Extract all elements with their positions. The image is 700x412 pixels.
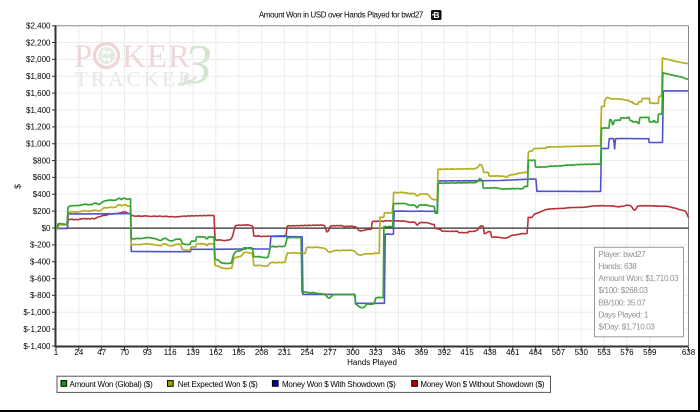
svg-text:♣♠: ♣♠ — [102, 48, 112, 57]
svg-text:$-1,200: $-1,200 — [23, 325, 51, 334]
svg-text:638: 638 — [682, 348, 696, 357]
svg-text:$2,400: $2,400 — [26, 22, 51, 31]
svg-text:KER: KER — [122, 39, 191, 75]
svg-text:BB/100: 35.07: BB/100: 35.07 — [599, 298, 647, 307]
svg-text:576: 576 — [620, 348, 634, 357]
svg-text:185: 185 — [232, 348, 246, 357]
svg-text:$1,600: $1,600 — [26, 89, 51, 98]
svg-text:$/Day: $1,710.03: $/Day: $1,710.03 — [599, 323, 656, 332]
svg-text:93: 93 — [143, 348, 152, 357]
svg-text:$2,000: $2,000 — [26, 55, 51, 64]
svg-text:Amount Won: $1,710.03: Amount Won: $1,710.03 — [599, 274, 680, 283]
svg-text:553: 553 — [597, 348, 611, 357]
svg-text:530: 530 — [575, 348, 589, 357]
svg-text:$-800: $-800 — [30, 291, 51, 300]
svg-text:392: 392 — [438, 348, 452, 357]
svg-text:Hands Played: Hands Played — [347, 358, 397, 367]
svg-text:1: 1 — [54, 348, 59, 357]
svg-text:Days Played: 1: Days Played: 1 — [599, 311, 649, 320]
svg-text:208: 208 — [255, 348, 269, 357]
svg-text:$1,000: $1,000 — [26, 140, 51, 149]
svg-text:Money Won $ Without Showdown (: Money Won $ Without Showdown ($) — [420, 380, 545, 389]
svg-text:139: 139 — [186, 348, 200, 357]
svg-text:507: 507 — [552, 348, 566, 357]
svg-text:369: 369 — [415, 348, 429, 357]
svg-text:461: 461 — [506, 348, 520, 357]
svg-text:47: 47 — [97, 348, 106, 357]
svg-text:Net Expected Won $ ($): Net Expected Won $ ($) — [178, 380, 258, 389]
svg-text:323: 323 — [369, 348, 383, 357]
svg-text:300: 300 — [346, 348, 360, 357]
svg-text:$200: $200 — [33, 207, 51, 216]
svg-text:346: 346 — [392, 348, 406, 357]
svg-text:Player: bwd27: Player: bwd27 — [599, 250, 647, 259]
svg-text:Money Won $ With Showdown ($): Money Won $ With Showdown ($) — [282, 380, 396, 389]
svg-text:Hands: 638: Hands: 638 — [599, 262, 638, 271]
svg-text:415: 415 — [460, 348, 474, 357]
svg-text:$-1,400: $-1,400 — [23, 342, 51, 351]
svg-text:3: 3 — [183, 34, 212, 96]
svg-text:♥♦: ♥♦ — [102, 55, 111, 64]
svg-text:Amount Won (Global) ($): Amount Won (Global) ($) — [70, 380, 154, 389]
svg-text:484: 484 — [529, 348, 543, 357]
svg-text:70: 70 — [120, 348, 129, 357]
svg-text:438: 438 — [483, 348, 497, 357]
svg-text:$-600: $-600 — [30, 274, 51, 283]
svg-text:$1,800: $1,800 — [26, 72, 51, 81]
svg-text:B: B — [433, 10, 439, 20]
svg-text:$1,200: $1,200 — [26, 123, 51, 132]
svg-text:P: P — [74, 39, 93, 75]
svg-text:24: 24 — [74, 348, 83, 357]
svg-text:$2,200: $2,200 — [26, 38, 51, 47]
svg-text:$-200: $-200 — [30, 241, 51, 250]
svg-text:$-400: $-400 — [30, 258, 51, 267]
svg-text:Amount Won in USD over Hands P: Amount Won in USD over Hands Played for … — [259, 11, 424, 20]
svg-text:$1,400: $1,400 — [26, 106, 51, 115]
svg-text:$/100: $268.03: $/100: $268.03 — [599, 286, 649, 295]
svg-text:$0: $0 — [42, 224, 51, 233]
svg-text:$: $ — [12, 184, 22, 189]
svg-text:116: 116 — [164, 348, 177, 357]
svg-text:254: 254 — [301, 348, 315, 357]
svg-text:599: 599 — [643, 348, 657, 357]
svg-text:$600: $600 — [33, 173, 51, 182]
svg-text:277: 277 — [323, 348, 337, 357]
svg-text:$-1,000: $-1,000 — [23, 308, 51, 317]
svg-text:$800: $800 — [33, 156, 51, 165]
svg-text:$400: $400 — [33, 190, 51, 199]
svg-text:TRACKER: TRACKER — [75, 67, 195, 91]
svg-text:231: 231 — [278, 348, 292, 357]
svg-text:162: 162 — [209, 348, 223, 357]
